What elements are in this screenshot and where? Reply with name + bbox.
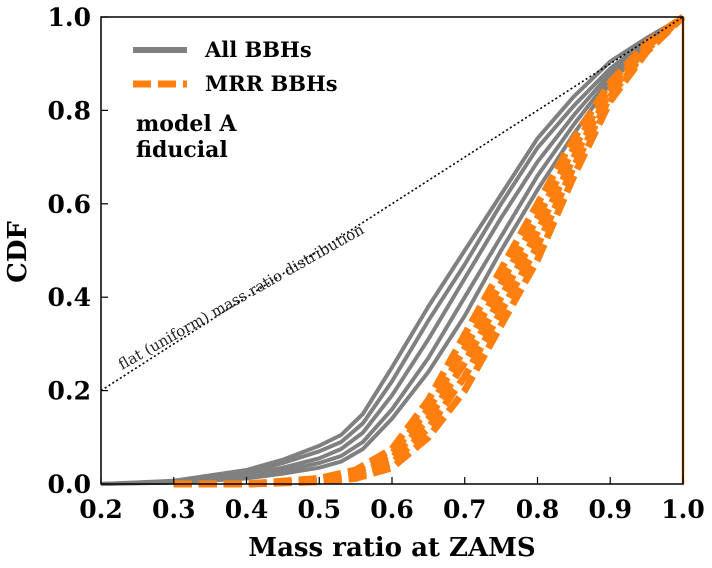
x-tick-label: 0.4 xyxy=(225,495,269,524)
series-line-mrr-9 xyxy=(173,14,686,488)
x-tick-label: 0.3 xyxy=(152,495,196,524)
x-tick-label: 0.2 xyxy=(79,495,123,524)
y-axis-title: CDF xyxy=(3,221,33,283)
series-line-all-0 xyxy=(100,15,684,486)
y-tick-label: 0.2 xyxy=(48,377,92,406)
legend-label-mrr: MRR BBHs xyxy=(205,71,338,96)
x-tick-label: 0.8 xyxy=(516,495,560,524)
x-tick-label: 0.6 xyxy=(370,495,414,524)
model-variant-label: fiducial xyxy=(136,137,228,163)
y-tick-layer: 0.0 0.2 0.4 0.6 0.8 1.0 xyxy=(48,3,108,499)
legend: All BBHs MRR BBHs xyxy=(133,37,338,96)
y-tick-label: 0.6 xyxy=(48,190,92,219)
model-label: model A xyxy=(136,111,237,137)
y-tick-label: 0.4 xyxy=(48,283,92,312)
y-tick-label: 1.0 xyxy=(48,3,92,32)
y-tick-label: 0.0 xyxy=(48,470,92,499)
x-tick-label: 0.5 xyxy=(298,495,342,524)
series-line-all-1 xyxy=(100,15,685,486)
x-tick-label: 0.7 xyxy=(443,495,487,524)
x-tick-label: 1.0 xyxy=(661,495,705,524)
reference-line-label: flat (uniform) mass ratio distribution xyxy=(115,220,367,373)
x-tick-label: 0.9 xyxy=(589,495,633,524)
x-tick-layer: 0.2 0.3 0.4 0.5 0.6 0.7 0.8 0.9 1.0 xyxy=(79,477,705,524)
y-tick-label: 0.8 xyxy=(48,96,92,125)
series-line-all-3 xyxy=(100,15,685,486)
legend-label-all: All BBHs xyxy=(204,37,312,62)
x-axis-title: Mass ratio at ZAMS xyxy=(248,533,535,563)
series-line-all-4 xyxy=(100,15,685,486)
series-line-all-2 xyxy=(100,15,685,486)
reference-line-flat xyxy=(100,16,684,392)
series-layer xyxy=(100,14,686,488)
